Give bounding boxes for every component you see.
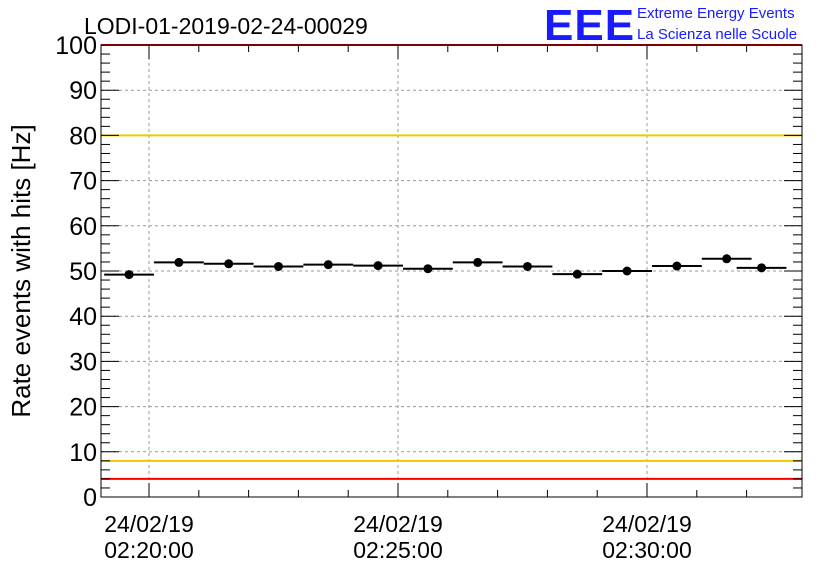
y-tick-label: 30: [69, 348, 97, 376]
x-tick-labels: 24/02/1902:20:0024/02/1902:25:0024/02/19…: [104, 511, 692, 563]
x-tick-label-date: 24/02/19: [353, 511, 443, 537]
data-point: [174, 257, 184, 267]
data-point: [522, 261, 532, 271]
data-point: [373, 261, 383, 271]
y-tick-label: 80: [69, 122, 97, 150]
eee-logo-mark: EEE: [544, 1, 635, 50]
x-tick-label-time: 02:25:00: [353, 537, 443, 563]
y-tick-label: 70: [69, 168, 97, 196]
axis-ticks: [101, 44, 802, 498]
data-point: [622, 266, 632, 276]
data-point: [273, 261, 283, 271]
data-point: [672, 261, 682, 271]
logo-line-2: La Scienza nelle Scuole: [637, 26, 797, 43]
chart-title: LODI-01-2019-02-24-00029: [84, 13, 368, 39]
grid: [101, 45, 802, 497]
y-tick-label: 90: [69, 77, 97, 105]
data-point: [224, 259, 234, 269]
x-tick-label-time: 02:30:00: [602, 537, 692, 563]
data-point: [473, 257, 483, 267]
y-tick-label: 100: [55, 32, 97, 60]
y-tick-label: 0: [83, 484, 97, 512]
x-tick-label-date: 24/02/19: [104, 511, 194, 537]
y-tick-labels: 0 10 20 30 40 50 60 70 80 90 100: [55, 32, 97, 512]
y-tick-label: 60: [69, 213, 97, 241]
y-tick-label: 10: [69, 439, 97, 467]
reference-lines: [101, 44, 802, 480]
y-tick-label: 20: [69, 394, 97, 422]
data-point: [722, 254, 732, 264]
data-point: [572, 269, 582, 279]
data-point: [423, 264, 433, 274]
y-axis-label: Rate events with hits [Hz]: [6, 124, 36, 417]
y-tick-label: 50: [69, 258, 97, 286]
data-point: [124, 270, 134, 280]
x-tick-label-time: 02:20:00: [104, 537, 194, 563]
data-point: [323, 260, 333, 270]
logo-line-1: Extreme Energy Events: [637, 5, 795, 22]
data-point: [757, 263, 767, 273]
x-tick-label-date: 24/02/19: [602, 511, 692, 537]
data-series: [104, 254, 787, 280]
y-tick-label: 40: [69, 303, 97, 331]
plot-frame: [100, 44, 803, 498]
eee-logo: EEE Extreme Energy Events La Scienza nel…: [544, 1, 797, 50]
